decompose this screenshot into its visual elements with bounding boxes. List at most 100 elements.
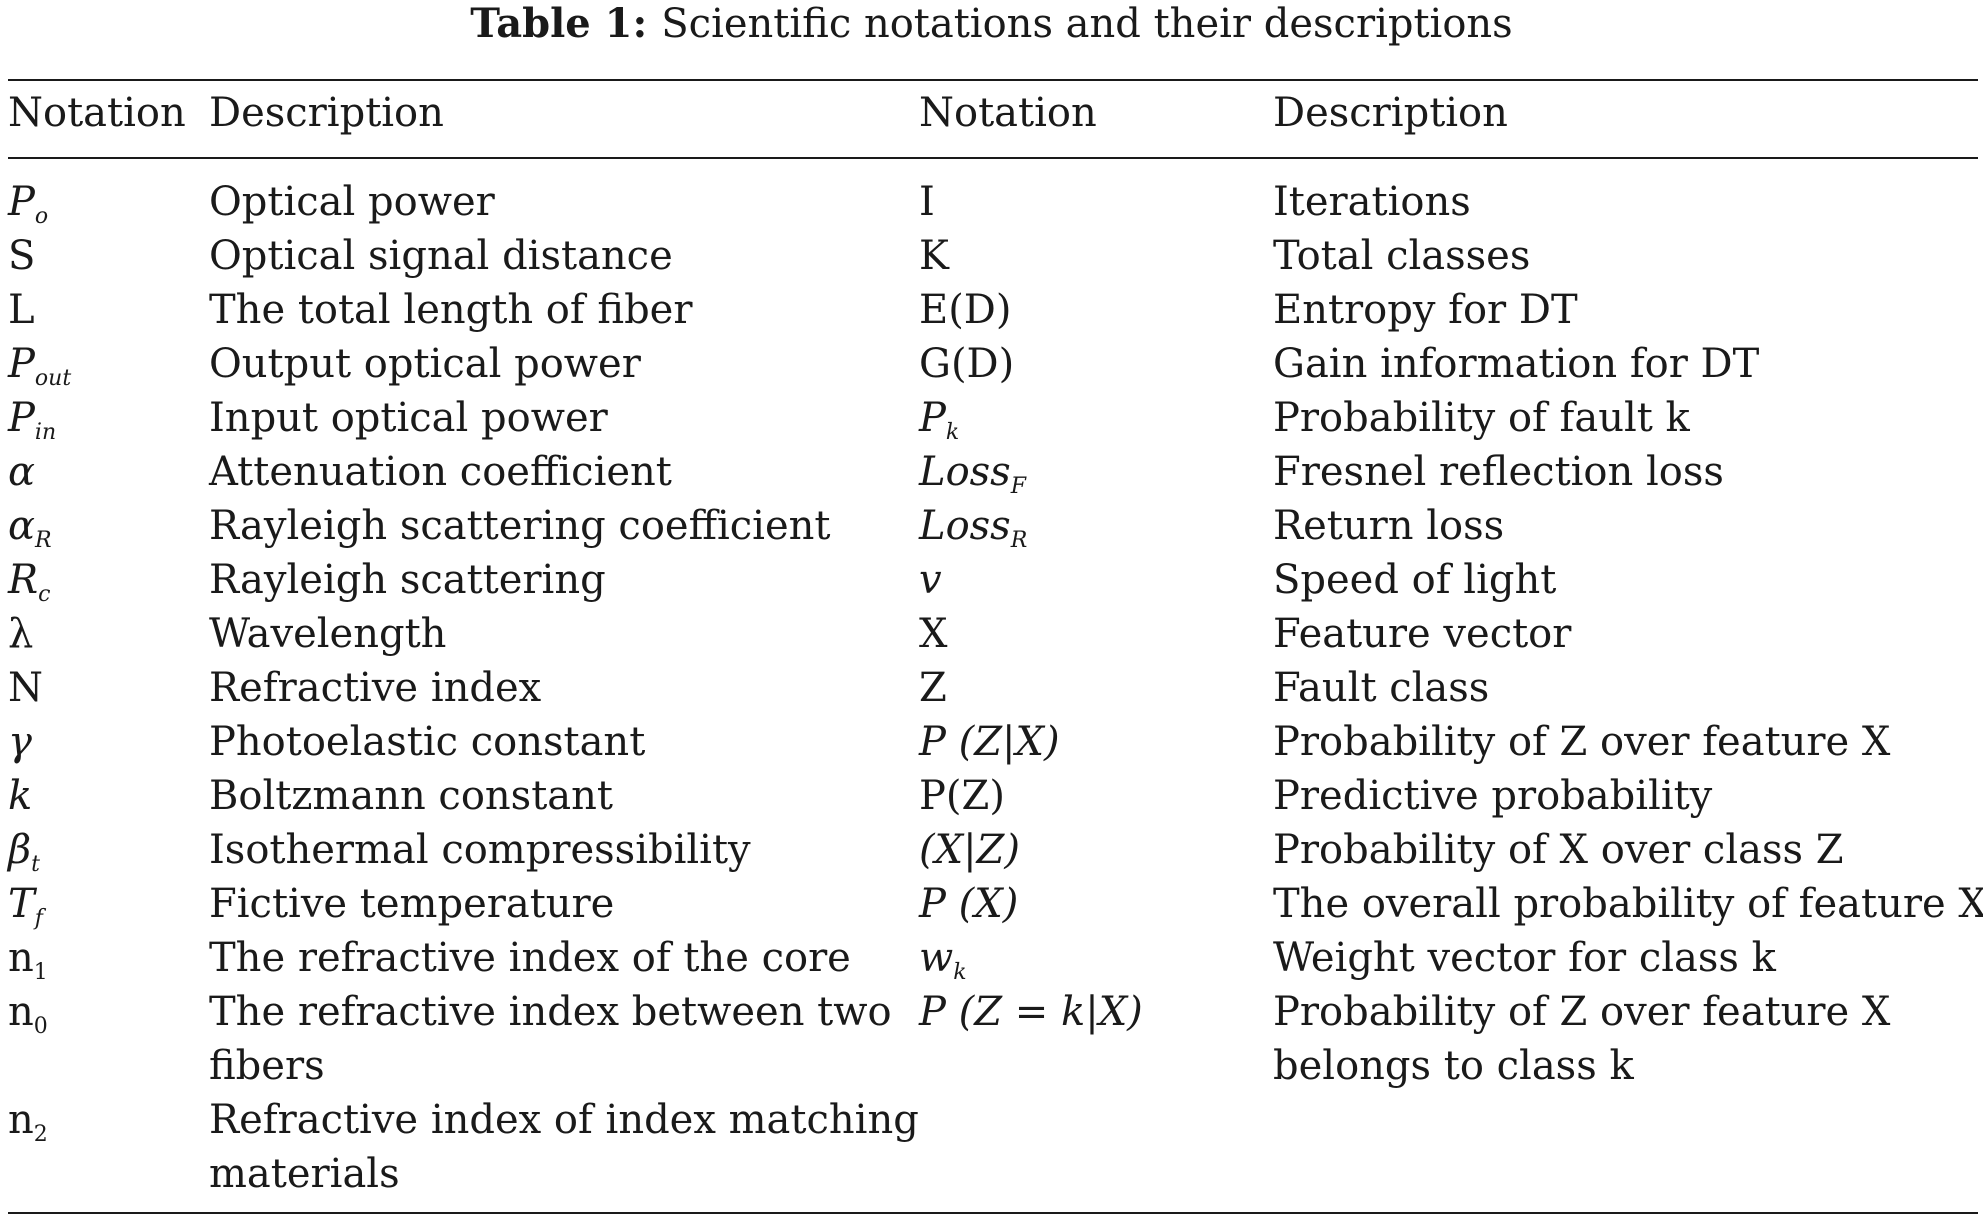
- description-cell-right: Feature vector: [1273, 607, 1571, 661]
- notation-subscript: k: [945, 420, 960, 445]
- notation-cell-right: wk: [919, 931, 967, 985]
- description-cell-right: Fault class: [1273, 661, 1489, 715]
- description-line: Probability of X over class Z: [1273, 827, 1844, 873]
- notation-symbol: P: [919, 395, 946, 441]
- bottom-rule: [8, 1212, 1978, 1214]
- notation-cell-right: P(Z): [919, 769, 1005, 823]
- notation-symbol: n: [8, 935, 34, 981]
- notation-symbol: P (Z|X): [919, 719, 1060, 765]
- description-cell-left: Isothermal compressibility: [209, 823, 751, 877]
- notation-subscript: F: [1010, 474, 1026, 499]
- notation-cell-right: (X|Z): [919, 823, 1020, 877]
- description-cell-left: Wavelength: [209, 607, 446, 661]
- notation-subscript: f: [34, 906, 43, 931]
- description-line-continued: belongs to class k: [1273, 1043, 1634, 1089]
- description-line: Predictive probability: [1273, 773, 1713, 819]
- description-line: Refractive index: [209, 665, 542, 711]
- notation-symbol: P(Z): [919, 773, 1005, 819]
- notation-symbol: Z: [919, 665, 947, 711]
- description-line: Probability of Z over feature X: [1273, 719, 1891, 765]
- description-line: Iterations: [1273, 179, 1471, 225]
- description-line: Refractive index of index matching: [209, 1097, 919, 1143]
- notation-subscript: in: [34, 420, 57, 445]
- header-description-1: Description: [209, 90, 444, 136]
- notation-cell-left: Tf: [8, 877, 43, 931]
- description-cell-left: The refractive index between two fibers: [209, 985, 892, 1093]
- notation-symbol: n: [8, 989, 34, 1035]
- description-cell-left: Rayleigh scattering: [209, 553, 606, 607]
- description-line: Total classes: [1273, 233, 1531, 279]
- description-line: Fictive temperature: [209, 881, 615, 927]
- notation-cell-right: P (Z = k|X): [919, 985, 1143, 1039]
- header-rule: [8, 157, 1978, 159]
- description-cell-right: Probability of fault k: [1273, 391, 1690, 445]
- notation-symbol: k: [8, 773, 33, 819]
- notation-cell-right: P (X): [919, 877, 1018, 931]
- description-line: Feature vector: [1273, 611, 1572, 657]
- notation-symbol: R: [8, 557, 39, 603]
- top-rule: [8, 79, 1978, 81]
- notation-cell-left: α: [8, 445, 35, 499]
- notation-symbol: K: [919, 233, 949, 279]
- notation-cell-left: γ: [8, 715, 32, 769]
- notation-symbol: N: [8, 665, 43, 711]
- notation-subscript: t: [31, 852, 40, 877]
- notation-symbol: I: [919, 179, 935, 225]
- description-cell-right: Predictive probability: [1273, 769, 1712, 823]
- notation-cell-right: X: [919, 607, 947, 661]
- notation-symbol: P: [8, 179, 35, 225]
- description-line: Photoelastic constant: [209, 719, 646, 765]
- description-cell-right: Fresnel reflection loss: [1273, 445, 1724, 499]
- description-line: Boltzmann constant: [209, 773, 613, 819]
- notation-cell-left: λ: [8, 607, 33, 661]
- notation-cell-right: G(D): [919, 337, 1014, 391]
- description-cell-right: Iterations: [1273, 175, 1471, 229]
- description-line-continued: materials: [209, 1151, 400, 1197]
- description-line: Fault class: [1273, 665, 1490, 711]
- description-line-continued: fibers: [209, 1043, 325, 1089]
- description-line: Fresnel reflection loss: [1273, 449, 1724, 495]
- notation-symbol: P (Z = k|X): [919, 989, 1143, 1035]
- notation-subscript: R: [1010, 528, 1028, 553]
- description-cell-right: Probability of X over class Z: [1273, 823, 1844, 877]
- notation-subscript: 0: [33, 1014, 48, 1039]
- description-cell-left: Refractive index: [209, 661, 541, 715]
- notation-symbol: X: [919, 611, 948, 657]
- description-line: Rayleigh scattering: [209, 557, 606, 603]
- notation-cell-left: n2: [8, 1093, 48, 1147]
- notation-cell-right: K: [919, 229, 949, 283]
- description-line: Isothermal compressibility: [209, 827, 751, 873]
- notation-cell-left: Pin: [8, 391, 56, 445]
- notation-symbol: P: [8, 395, 35, 441]
- description-cell-left: Optical signal distance: [209, 229, 673, 283]
- notation-cell-left: Pout: [8, 337, 71, 391]
- notation-symbol: w: [919, 935, 954, 981]
- notation-symbol: β: [8, 827, 32, 873]
- notation-subscript: R: [35, 528, 52, 553]
- notation-subscript: o: [34, 204, 49, 229]
- notation-cell-left: Po: [8, 175, 48, 229]
- description-line: The refractive index between two: [209, 989, 892, 1035]
- description-line: Entropy for DT: [1273, 287, 1578, 333]
- description-line: Return loss: [1273, 503, 1505, 549]
- notation-symbol: S: [8, 233, 36, 279]
- description-line: Optical power: [209, 179, 495, 225]
- description-cell-left: Refractive index of index matching materi…: [209, 1093, 919, 1201]
- notation-symbol: γ: [8, 719, 32, 765]
- description-cell-left: Rayleigh scattering coefficient: [209, 499, 830, 553]
- notation-symbol: P: [8, 341, 35, 387]
- description-line: Optical signal distance: [209, 233, 673, 279]
- description-cell-left: Photoelastic constant: [209, 715, 645, 769]
- description-line: Weight vector for class k: [1273, 935, 1776, 981]
- notation-cell-right: E(D): [919, 283, 1011, 337]
- notation-symbol: P (X): [919, 881, 1019, 927]
- description-line: Wavelength: [209, 611, 447, 657]
- notation-subscript: 1: [33, 960, 48, 985]
- description-cell-right: Entropy for DT: [1273, 283, 1578, 337]
- description-cell-left: Fictive temperature: [209, 877, 614, 931]
- description-cell-right: Probability of Z over feature X belongs t…: [1273, 985, 1890, 1093]
- notation-symbol: v: [919, 557, 942, 603]
- notation-cell-right: LossF: [919, 445, 1026, 499]
- description-cell-right: Total classes: [1273, 229, 1530, 283]
- header-notation-1: Notation: [8, 90, 186, 136]
